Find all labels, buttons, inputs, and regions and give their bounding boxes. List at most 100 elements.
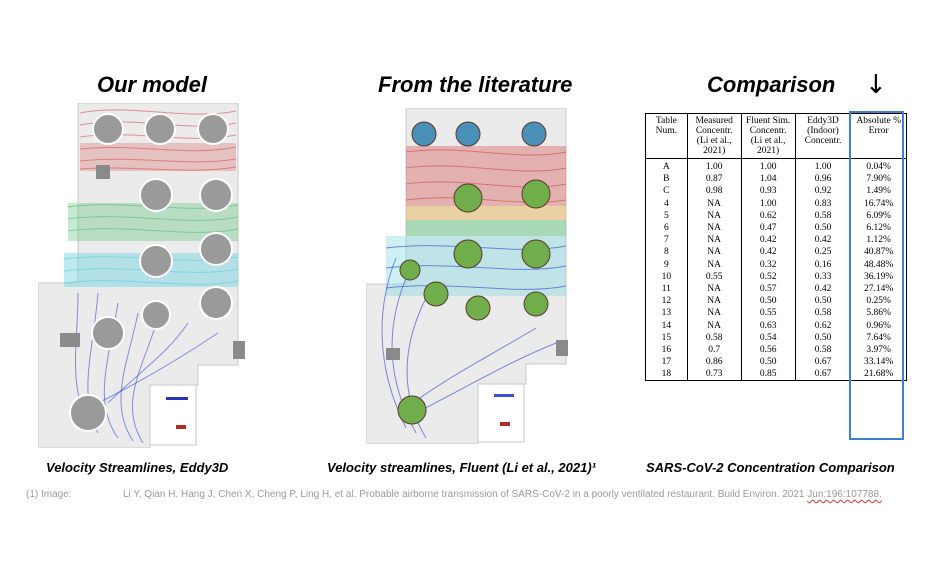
table-cell: 36.19% <box>850 270 907 283</box>
table-cell: 0.55 <box>740 307 796 320</box>
table-cell: 1.49% <box>850 185 907 198</box>
table-cell: 0.50 <box>794 221 852 235</box>
table-cell: 0.57 <box>740 282 796 296</box>
table-cell: 0.42 <box>794 282 852 296</box>
table-cell: 0.96 <box>794 173 852 186</box>
table-cell: A <box>645 158 688 174</box>
table-cell: NA <box>686 319 742 332</box>
table-cell: 17 <box>645 356 688 369</box>
footnote-label: (1) Image: <box>26 489 72 500</box>
table-row: 8 NA 0.42 0.25 40.87% <box>645 246 907 259</box>
table-cell: 0.87 <box>686 173 742 186</box>
table-cell: 16 <box>645 343 688 356</box>
table-cell: NA <box>686 258 742 271</box>
table-cell: 7.90% <box>850 173 907 186</box>
footnote-text: Li Y, Qian H, Hang J, Chen X, Cheng P, L… <box>123 489 808 500</box>
title-comparison: Comparison <box>707 72 836 97</box>
down-arrow-icon: ↓ <box>865 70 887 100</box>
table-row: 5 NA 0.62 0.58 6.09% <box>645 209 907 222</box>
table-cell: 1.04 <box>740 173 796 186</box>
table-cell: 0.93 <box>740 185 796 198</box>
table-cell: 1.12% <box>850 234 907 247</box>
table-cell: 0.56 <box>740 343 796 356</box>
table-cell: NA <box>686 307 742 320</box>
table-row: 7 NA 0.42 0.42 1.12% <box>645 234 907 247</box>
table-cell: 0.47 <box>740 221 796 235</box>
footnote-ref: Jun;196:107788. <box>807 489 882 500</box>
table-cell: 3.97% <box>850 343 907 356</box>
table-cell: 0.42 <box>740 246 796 259</box>
table-cell: 9 <box>645 258 688 271</box>
table-row: 15 0.58 0.54 0.50 7.64% <box>645 331 907 344</box>
table-cell: NA <box>686 234 742 247</box>
table-cell: 48.48% <box>850 258 907 271</box>
table-cell: 0.92 <box>794 185 852 198</box>
table-cell: NA <box>686 197 742 210</box>
table-row: 6 NA 0.47 0.50 6.12% <box>645 221 907 235</box>
table-cell: 40.87% <box>850 246 907 259</box>
table-cell: 0.50 <box>740 295 796 308</box>
table-cell: 0.54 <box>740 331 796 344</box>
table-cell: 0.32 <box>740 258 796 271</box>
table-cell: 0.33 <box>794 270 852 283</box>
table-cell: 0.42 <box>794 234 852 247</box>
table-row: 18 0.73 0.85 0.67 21.68% <box>645 368 907 382</box>
table-cell: 1.00 <box>794 158 852 174</box>
table-cell: 0.04% <box>850 158 907 174</box>
table-cell: 0.85 <box>740 368 796 382</box>
table-row: C 0.98 0.93 0.92 1.49% <box>645 185 907 198</box>
table-cell: 0.67 <box>794 368 852 382</box>
table-cell: 1.00 <box>686 158 742 174</box>
table-cell: 0.50 <box>794 331 852 344</box>
table-cell: 0.55 <box>686 270 742 283</box>
table-cell: 0.62 <box>794 319 852 332</box>
table-cell: 0.42 <box>740 234 796 247</box>
table-cell: 0.67 <box>794 356 852 369</box>
caption-eddy3d: Velocity Streamlines, Eddy3D <box>46 460 229 475</box>
table-cell: 1.00 <box>740 197 796 210</box>
table-cell: NA <box>686 295 742 308</box>
table-cell: 4 <box>645 197 688 210</box>
table-cell: 15 <box>645 331 688 344</box>
table-cell: 0.58 <box>686 331 742 344</box>
header-measured: Measured Concentr. (Li et al., 2021) <box>686 113 742 159</box>
table-cell: 0.63 <box>740 319 796 332</box>
table-cell: 33.14% <box>850 356 907 369</box>
table-cell: 1.00 <box>740 158 796 174</box>
table-cell: 13 <box>645 307 688 320</box>
table-cell: 0.73 <box>686 368 742 382</box>
table-cell: 8 <box>645 246 688 259</box>
table-cell: NA <box>686 221 742 235</box>
table-cell: B <box>645 173 688 186</box>
table-cell: 0.96% <box>850 319 907 332</box>
table-row: 11 NA 0.57 0.42 27.14% <box>645 282 907 296</box>
footnote-citation: Li Y, Qian H, Hang J, Chen X, Cheng P, L… <box>123 489 882 500</box>
table-cell: NA <box>686 282 742 296</box>
table-row: 13 NA 0.55 0.58 5.86% <box>645 307 907 320</box>
table-cell: 0.83 <box>794 197 852 210</box>
table-cell: 6 <box>645 221 688 235</box>
header-abs-error: Absolute % Error <box>850 113 907 159</box>
table-cell: 0.52 <box>740 270 796 283</box>
table-row: B 0.87 1.04 0.96 7.90% <box>645 173 907 186</box>
table-row: 17 0.86 0.50 0.67 33.14% <box>645 356 907 369</box>
table-cell: 14 <box>645 319 688 332</box>
table-cell: 12 <box>645 295 688 308</box>
table-cell: 6.12% <box>850 221 907 235</box>
title-our-model: Our model <box>97 72 208 97</box>
concentration-comparison-table: Table Num. Measured Concentr. (Li et al.… <box>645 113 907 382</box>
table-cell: 0.62 <box>740 209 796 222</box>
table-cell: C <box>645 185 688 198</box>
table-cell: 11 <box>645 282 688 296</box>
table-cell: 21.68% <box>850 368 907 382</box>
table-cell: 0.50 <box>740 356 796 369</box>
table-row: 4 NA 1.00 0.83 16.74% <box>645 197 907 210</box>
table-cell: 0.58 <box>794 307 852 320</box>
table-row: 10 0.55 0.52 0.33 36.19% <box>645 270 907 283</box>
table-cell: 5 <box>645 209 688 222</box>
table-cell: 0.7 <box>686 343 742 356</box>
caption-fluent: Velocity streamlines, Fluent (Li et al.,… <box>327 460 596 475</box>
table-cell: 0.86 <box>686 356 742 369</box>
table-row: 14 NA 0.63 0.62 0.96% <box>645 319 907 332</box>
table-cell: 0.25% <box>850 295 907 308</box>
